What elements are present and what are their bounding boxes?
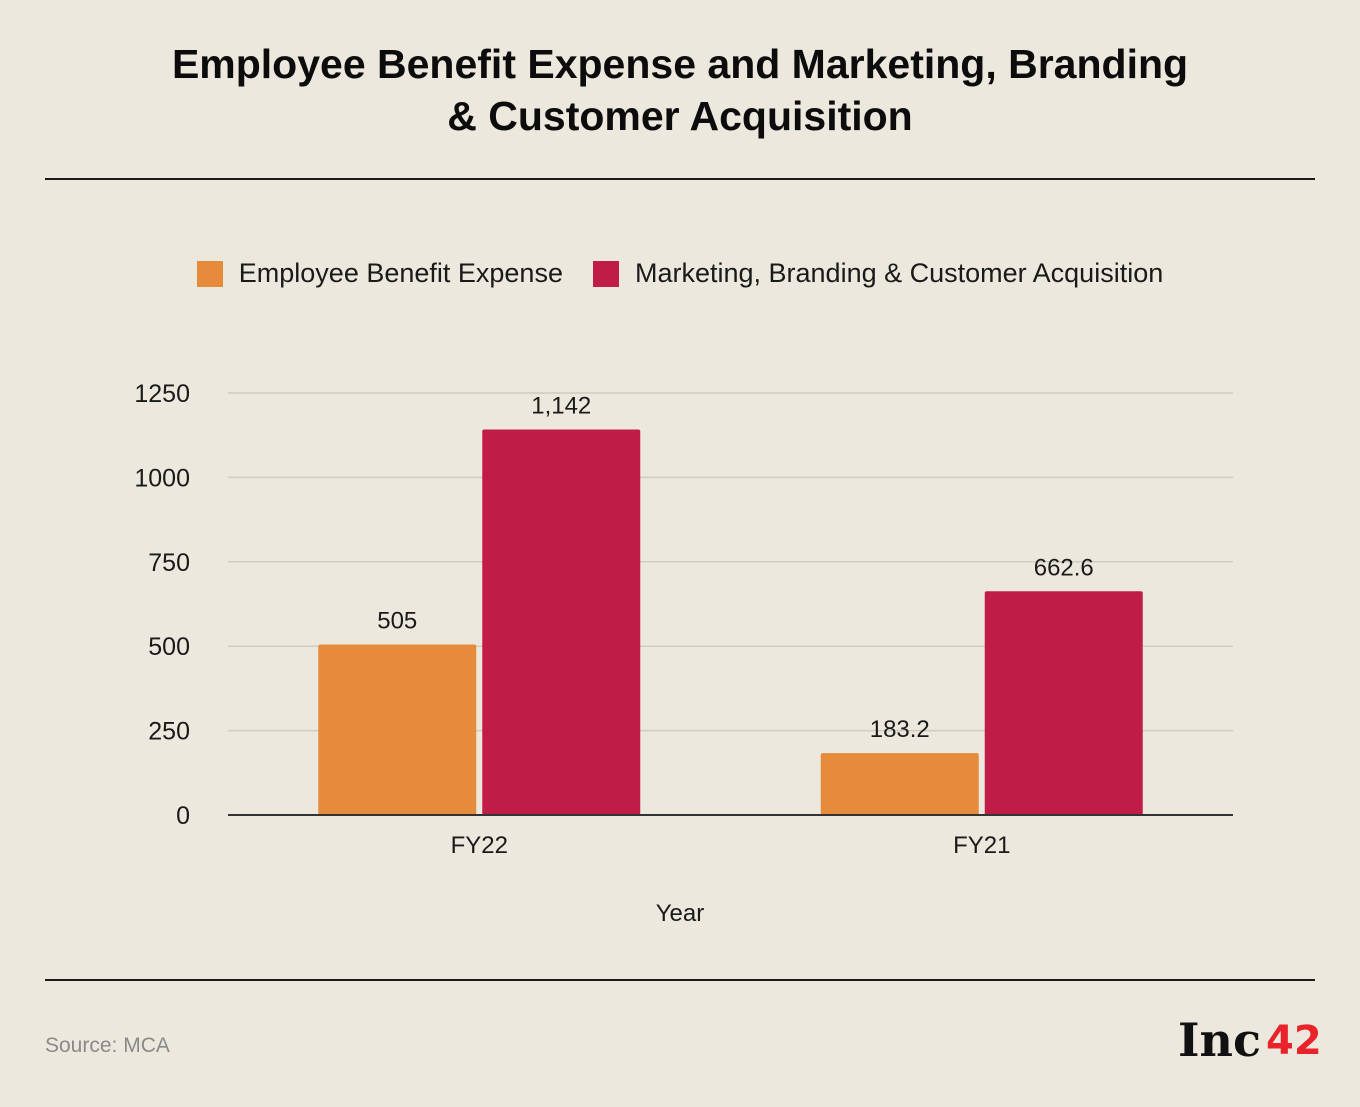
data-label: 183.2: [870, 716, 930, 743]
legend-item-marketing: Marketing, Branding & Customer Acquisiti…: [592, 258, 1164, 289]
y-tick-label: 0: [176, 802, 190, 830]
y-tick-label: 1000: [134, 464, 190, 492]
y-tick-label: 750: [148, 549, 190, 577]
legend-item-employee-benefit: Employee Benefit Expense: [196, 258, 563, 289]
data-label: 1,142: [531, 392, 591, 419]
title-line-2: & Customer Acquisition: [447, 93, 913, 139]
y-tick-label: 500: [148, 633, 190, 661]
bottom-divider: [45, 979, 1315, 981]
legend-label-marketing: Marketing, Branding & Customer Acquisiti…: [634, 258, 1164, 288]
legend: Employee Benefit Expense Marketing, Bran…: [0, 258, 1360, 289]
source-note: Source: MCA: [45, 1034, 170, 1057]
logo-text: Inc: [1178, 1013, 1261, 1067]
y-tick-label: 1250: [134, 380, 190, 408]
inc42-logo: Inc 42: [1178, 1013, 1322, 1067]
x-tick-label: FY21: [953, 832, 1010, 859]
title-line-1: Employee Benefit Expense and Marketing, …: [171, 41, 1189, 87]
bar-chart: 0 250 500 750 1000 1250 505 1,142 FY22 183.2 662.6…: [134, 380, 1233, 859]
legend-swatch-employee-benefit: [196, 260, 223, 287]
bar: [820, 753, 979, 815]
data-label: 662.6: [1034, 554, 1094, 581]
bar: [318, 644, 477, 815]
chart-title: Employee Benefit Expense and Marketing, …: [40, 38, 1320, 142]
top-divider: [45, 178, 1315, 180]
bar: [482, 429, 641, 815]
legend-swatch-marketing: [592, 260, 619, 287]
bar: [984, 591, 1143, 815]
legend-label-employee-benefit: Employee Benefit Expense: [238, 258, 563, 288]
x-tick-label: FY22: [451, 832, 508, 859]
x-axis-title: Year: [655, 900, 705, 927]
data-label: 505: [377, 608, 417, 635]
logo-number: 42: [1266, 1018, 1322, 1064]
y-tick-label: 250: [148, 718, 190, 746]
